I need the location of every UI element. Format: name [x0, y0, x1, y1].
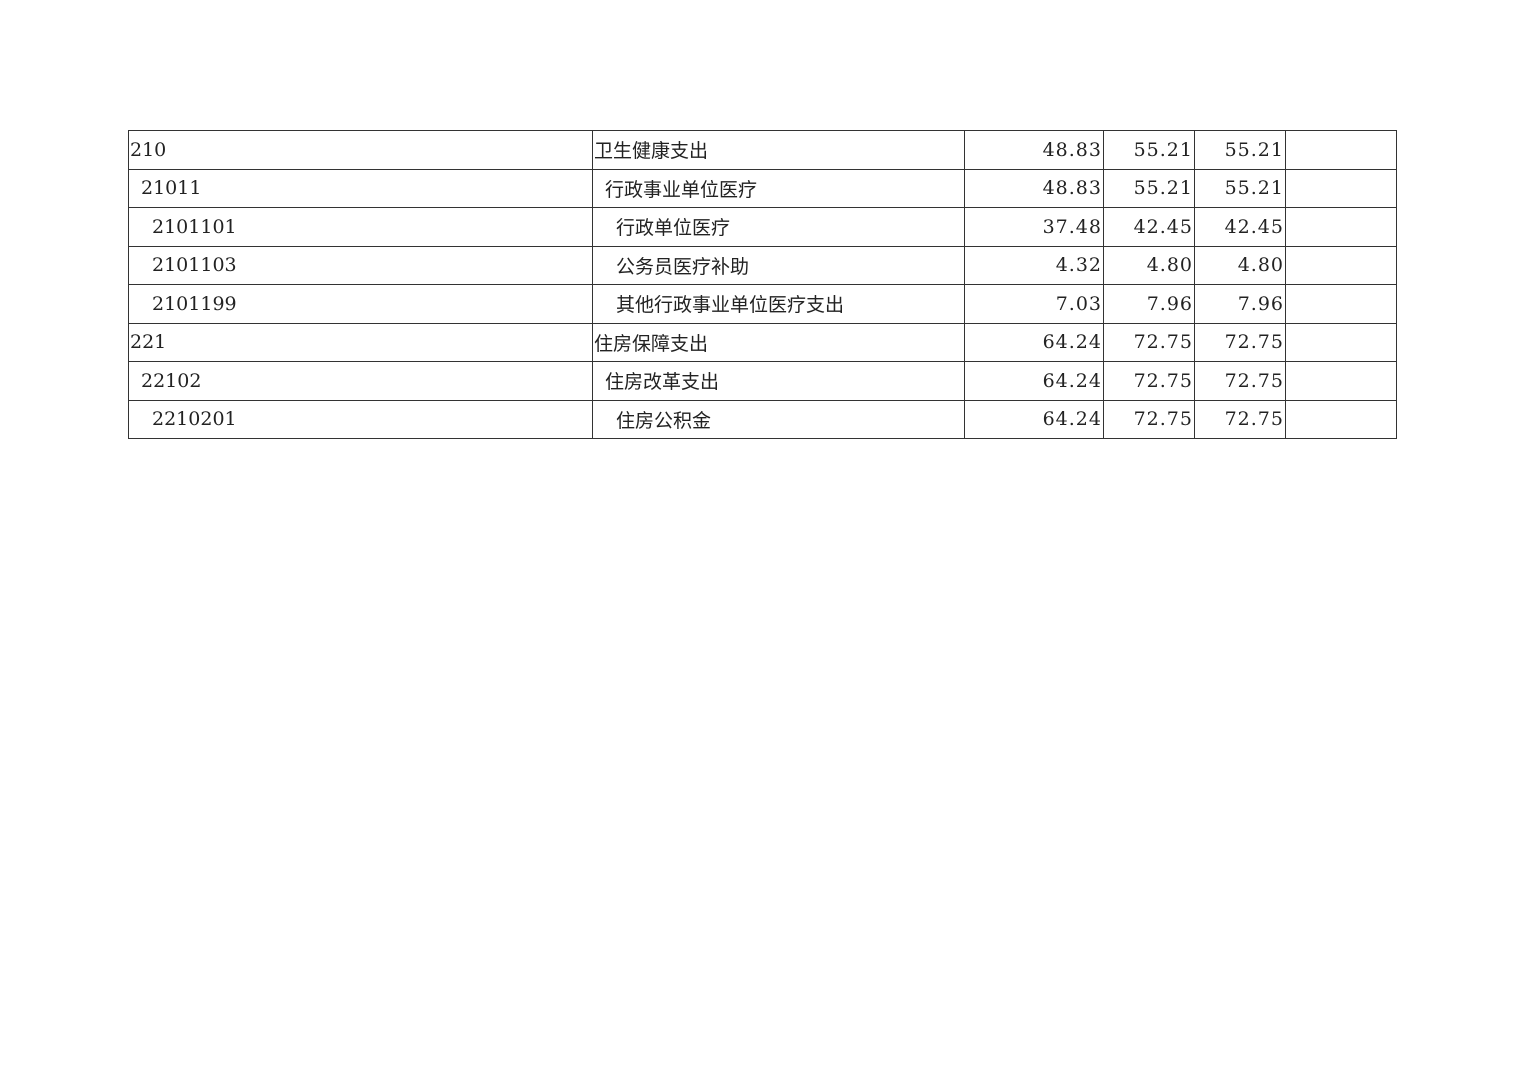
blank-cell — [1285, 245, 1397, 285]
subject-name-cell: 行政事业单位医疗 — [592, 168, 965, 208]
subject-name-cell: 其他行政事业单位医疗支出 — [592, 284, 965, 324]
value-cell: 42.45 — [1194, 207, 1286, 247]
value-cell: 55.21 — [1194, 130, 1286, 170]
value-cell: 48.83 — [964, 168, 1104, 208]
blank-cell — [1285, 207, 1397, 247]
blank-cell — [1285, 130, 1397, 170]
value-cell: 55.21 — [1194, 168, 1286, 208]
value-cell: 72.75 — [1194, 322, 1286, 362]
value-cell: 37.48 — [964, 207, 1104, 247]
blank-cell — [1285, 284, 1397, 324]
table-row: 22102 住房改革支出 64.24 72.75 72.75 — [128, 361, 1397, 401]
table-row: 2101199 其他行政事业单位医疗支出 7.03 7.96 7.96 — [128, 284, 1397, 324]
subject-code-cell: 221 — [128, 322, 593, 362]
value-cell: 64.24 — [964, 399, 1104, 439]
value-cell: 72.75 — [1194, 361, 1286, 401]
subject-code-cell: 2101103 — [128, 245, 593, 285]
table-row: 2210201 住房公积金 64.24 72.75 72.75 — [128, 399, 1397, 439]
value-cell: 55.21 — [1103, 130, 1195, 170]
blank-cell — [1285, 168, 1397, 208]
table-row: 210 卫生健康支出 48.83 55.21 55.21 — [128, 130, 1397, 170]
value-cell: 4.80 — [1194, 245, 1286, 285]
value-cell: 72.75 — [1103, 399, 1195, 439]
value-cell: 64.24 — [964, 361, 1104, 401]
value-cell: 72.75 — [1103, 361, 1195, 401]
subject-name-cell: 住房改革支出 — [592, 361, 965, 401]
blank-cell — [1285, 361, 1397, 401]
subject-code-cell: 2210201 — [128, 399, 593, 439]
blank-cell — [1285, 399, 1397, 439]
subject-name-cell: 住房保障支出 — [592, 322, 965, 362]
subject-code-cell: 210 — [128, 130, 593, 170]
subject-code-cell: 2101101 — [128, 207, 593, 247]
table-row: 221 住房保障支出 64.24 72.75 72.75 — [128, 322, 1397, 362]
value-cell: 7.03 — [964, 284, 1104, 324]
subject-name-cell: 住房公积金 — [592, 399, 965, 439]
subject-code-cell: 21011 — [128, 168, 593, 208]
subject-name-cell: 卫生健康支出 — [592, 130, 965, 170]
subject-name-cell: 公务员医疗补助 — [592, 245, 965, 285]
value-cell: 48.83 — [964, 130, 1104, 170]
expenditure-table: 210 卫生健康支出 48.83 55.21 55.21 21011 行政事业单位医疗 48.… — [128, 130, 1397, 439]
value-cell: 7.96 — [1103, 284, 1195, 324]
subject-name-cell: 行政单位医疗 — [592, 207, 965, 247]
value-cell: 42.45 — [1103, 207, 1195, 247]
subject-code-cell: 22102 — [128, 361, 593, 401]
value-cell: 72.75 — [1194, 399, 1286, 439]
table-row: 21011 行政事业单位医疗 48.83 55.21 55.21 — [128, 168, 1397, 208]
value-cell: 7.96 — [1194, 284, 1286, 324]
value-cell: 4.32 — [964, 245, 1104, 285]
table-row: 2101101 行政单位医疗 37.48 42.45 42.45 — [128, 207, 1397, 247]
subject-code-cell: 2101199 — [128, 284, 593, 324]
value-cell: 72.75 — [1103, 322, 1195, 362]
table-row: 2101103 公务员医疗补助 4.32 4.80 4.80 — [128, 245, 1397, 285]
blank-cell — [1285, 322, 1397, 362]
value-cell: 64.24 — [964, 322, 1104, 362]
value-cell: 55.21 — [1103, 168, 1195, 208]
value-cell: 4.80 — [1103, 245, 1195, 285]
